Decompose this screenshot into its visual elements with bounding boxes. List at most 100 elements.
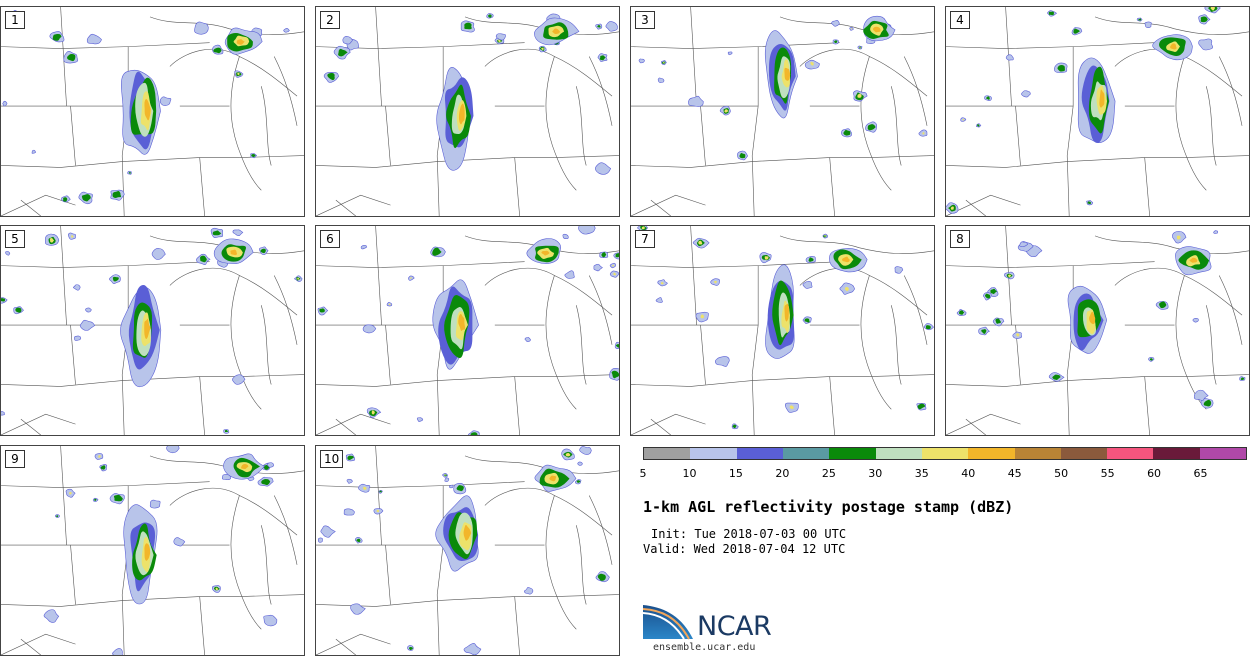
colorbar-tick-label: 30 [868,467,883,480]
state-boundary-line [514,376,520,435]
colorbar-swatch [1153,448,1200,459]
state-boundary-line [484,268,613,316]
reflectivity-echo [113,494,123,502]
state-boundary-line [1094,235,1249,254]
state-boundary-line [588,275,613,345]
state-boundary-line [890,86,902,166]
map-canvas [946,226,1249,435]
reflectivity-echo [144,318,151,339]
state-boundary-line [631,376,870,387]
reflectivity-echo [232,374,246,385]
reflectivity-echo [1057,64,1065,72]
reflectivity-echo [362,486,367,490]
state-boundary-line [1175,56,1207,191]
colorbar-swatch [829,448,876,459]
state-boundary-line [1114,268,1243,316]
reflectivity-echo [173,537,186,547]
member-number-label: 4 [950,11,970,29]
state-boundary-line [554,155,619,158]
reflectivity-echo [444,474,446,476]
state-boundary-line [375,7,382,107]
map-canvas [1,446,304,655]
reflectivity-echo [74,335,82,341]
state-boundary-line [199,376,205,435]
state-boundary-line [700,106,706,166]
state-boundary-line [260,525,272,605]
reflectivity-echo [360,245,368,250]
reflectivity-echo [81,194,91,202]
reflectivity-echo [1213,230,1219,234]
state-boundary-line [169,49,298,97]
reflectivity-echo [98,455,101,458]
reflectivity-echo [49,237,55,243]
reflectivity-echo [612,264,614,267]
state-boundary-line [385,545,391,605]
state-boundary-line [60,226,67,326]
reflectivity-echo [1198,38,1213,51]
member-map-panel: 5 [0,225,305,436]
reflectivity-echo [112,648,123,655]
state-boundary-line [335,638,356,655]
state-boundary-line [631,261,840,268]
reflectivity-echo [977,124,980,127]
state-boundary-line [903,275,928,345]
reflectivity-echo [824,235,827,237]
reflectivity-echo [85,307,92,313]
state-boundary-line [20,418,41,435]
state-boundary-line [545,56,577,191]
state-boundary-line [588,56,613,126]
reflectivity-echo [611,370,619,379]
colorbar-swatch [1107,448,1154,459]
colorbar-tick-label: 10 [682,467,697,480]
reflectivity-echo [663,61,665,64]
state-boundary-line [869,374,934,377]
state-boundary-line [316,194,391,216]
reflectivity-echo [94,498,97,501]
reflectivity-echo [86,33,102,45]
reflectivity-echo [151,248,166,260]
state-boundary-line [20,199,41,216]
state-boundary-line [554,374,619,377]
member-number-label: 6 [320,230,340,248]
reflectivity-echo [714,280,717,284]
reflectivity-echo [166,446,180,454]
reflectivity-echo [2,100,8,107]
state-boundary-line [273,56,298,126]
state-boundary-line [903,56,928,126]
state-boundary-line [1,376,240,387]
colorbar-swatch [921,448,969,459]
state-boundary-line [575,525,587,605]
state-boundary-line [514,157,520,216]
state-boundary-line [1205,86,1217,166]
state-boundary-line [554,594,619,597]
map-canvas [946,7,1249,216]
reflectivity-echo [867,124,876,131]
reflectivity-echo [714,356,730,367]
member-map-panel: 4 [945,6,1250,217]
reflectivity-echo [464,22,472,30]
reflectivity-echo [831,19,840,27]
state-boundary-line [199,596,205,655]
state-boundary-line [946,42,1155,49]
reflectivity-echo [388,303,391,306]
reflectivity-echo [850,28,853,30]
reflectivity-echo [638,58,645,64]
state-boundary-line [1,481,210,488]
reflectivity-echo [112,191,122,198]
reflectivity-echo [73,284,81,291]
reflectivity-echo [63,197,68,202]
state-boundary-line [484,49,613,97]
state-boundary-line [799,49,928,97]
reflectivity-echo [732,424,737,429]
state-boundary-line [1184,155,1249,158]
state-boundary-line [751,265,759,435]
reflectivity-echo [578,226,596,235]
reflectivity-echo [599,55,606,61]
state-boundary-line [273,275,298,345]
reflectivity-echo [541,47,544,50]
reflectivity-echo [601,252,607,258]
state-boundary-line [316,413,391,435]
reflectivity-echo [1099,89,1105,108]
colorbar-tick-label: 5 [639,467,647,480]
member-number-label: 8 [950,230,970,248]
